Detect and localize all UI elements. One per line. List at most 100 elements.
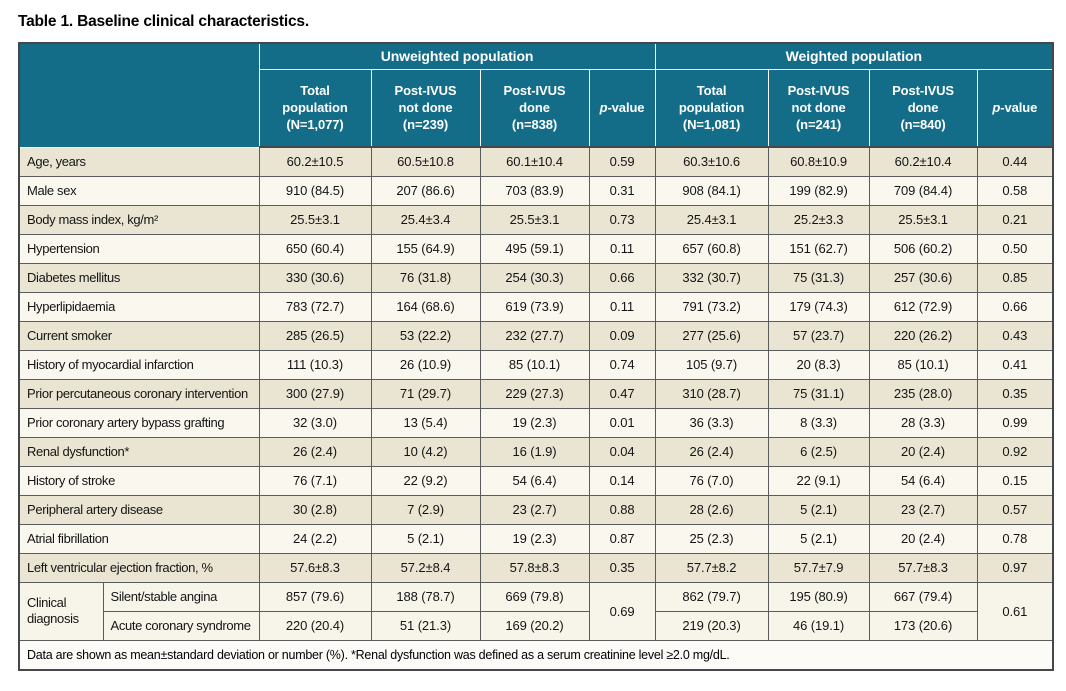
cell-value: 0.15 <box>976 465 1054 496</box>
cell-value: 0.44 <box>976 146 1054 177</box>
table-header: Unweighted population Weighted populatio… <box>18 42 1054 148</box>
corner-cell <box>18 42 260 148</box>
cell-value: 22 (9.1) <box>767 465 870 496</box>
cell-value: 164 (68.6) <box>370 291 481 322</box>
cell-value: 25.2±3.3 <box>767 204 870 235</box>
cell-value: 669 (79.8) <box>479 581 590 612</box>
cell-value: 235 (28.0) <box>868 378 978 409</box>
cell-value: 199 (82.9) <box>767 175 870 206</box>
cell-value: 300 (27.9) <box>258 378 372 409</box>
cell-value: 28 (3.3) <box>868 407 978 438</box>
cell-value: 57.7±8.3 <box>868 552 978 583</box>
cell-value: 76 (31.8) <box>370 262 481 293</box>
row-label: Renal dysfunction* <box>18 436 260 467</box>
cell-value: 229 (27.3) <box>479 378 590 409</box>
cell-value: 60.2±10.4 <box>868 146 978 177</box>
col-header-weighted-pvalue: p-value <box>976 68 1054 148</box>
row-label: Left ventricular ejection fraction, % <box>18 552 260 583</box>
cell-value: 6 (2.5) <box>767 436 870 467</box>
table-title: Table 1. Baseline clinical characteristi… <box>18 13 309 30</box>
cell-value: 0.57 <box>976 494 1054 525</box>
table-row: Acute coronary syndrome 220 (20.4) 51 (21.… <box>19 610 1053 641</box>
cell-value: 179 (74.3) <box>767 291 870 322</box>
row-label: Prior percutaneous coronary intervention <box>18 378 260 409</box>
cell-value: 5 (2.1) <box>767 494 870 525</box>
row-label: Atrial fibrillation <box>18 523 260 554</box>
cell-value: 862 (79.7) <box>654 581 769 612</box>
cell-value: 25.5±3.1 <box>868 204 978 235</box>
cell-value: 111 (10.3) <box>258 349 372 380</box>
cell-value: 0.74 <box>588 349 656 380</box>
cell-value: 7 (2.9) <box>370 494 481 525</box>
col-header-unweighted-pvalue: p-value <box>588 68 656 148</box>
cell-value: 46 (19.1) <box>767 610 870 641</box>
cell-value: 60.2±10.5 <box>258 146 372 177</box>
cell-value: 60.1±10.4 <box>479 146 590 177</box>
cell-value: 332 (30.7) <box>654 262 769 293</box>
p-rest: -value <box>607 100 645 116</box>
cell-value: 57.7±8.2 <box>654 552 769 583</box>
col-header-unweighted-done: Post-IVUS done (n=838) <box>479 68 590 148</box>
table-row: Prior percutaneous coronary intervention… <box>18 378 1054 409</box>
cell-value: 0.41 <box>976 349 1054 380</box>
table-row: Current smoker 285 (26.5) 53 (22.2) 232 (27… <box>18 320 1054 351</box>
row-label: Silent/stable angina <box>102 581 260 612</box>
cell-value: 75 (31.1) <box>767 378 870 409</box>
cell-value: 26 (10.9) <box>370 349 481 380</box>
cell-value: 285 (26.5) <box>258 320 372 351</box>
table-row: Hypertension 650 (60.4) 155 (64.9) 495 (59.… <box>18 233 1054 264</box>
table-row: Male sex 910 (84.5) 207 (86.6) 703 (83.9) 0.… <box>18 175 1054 206</box>
weighted-group-header: Weighted population <box>654 42 1054 70</box>
cell-value: 619 (73.9) <box>479 291 590 322</box>
cell-value: 0.97 <box>976 552 1054 583</box>
cell-value: 13 (5.4) <box>370 407 481 438</box>
table-row: Clinical diagnosis Silent/stable angina 85… <box>18 581 1054 641</box>
cell-value: 57.7±7.9 <box>767 552 870 583</box>
cell-value: 25.4±3.1 <box>654 204 769 235</box>
row-label: History of stroke <box>18 465 260 496</box>
cell-value: 0.31 <box>588 175 656 206</box>
cell-value: 195 (80.9) <box>767 581 870 612</box>
cell-value: 207 (86.6) <box>370 175 481 206</box>
p-italic: p <box>599 100 608 116</box>
cell-value: 24 (2.2) <box>258 523 372 554</box>
baseline-characteristics-table: Unweighted population Weighted populatio… <box>18 42 1055 671</box>
table-row: History of stroke 76 (7.1) 22 (9.2) 54 (6.4… <box>18 465 1054 496</box>
cell-value: 25.5±3.1 <box>258 204 372 235</box>
table-row: Prior coronary artery bypass grafting 32 … <box>18 407 1054 438</box>
cell-value: 20 (8.3) <box>767 349 870 380</box>
cell-value: 0.43 <box>976 320 1054 351</box>
cell-value: 232 (27.7) <box>479 320 590 351</box>
cell-value: 8 (3.3) <box>767 407 870 438</box>
cell-value: 57.6±8.3 <box>258 552 372 583</box>
table-row: Left ventricular ejection fraction, % 57.… <box>18 552 1054 583</box>
table-footnote: Data are shown as mean±standard deviatio… <box>18 639 1054 671</box>
cell-value: 0.11 <box>588 233 656 264</box>
footnote-row: Data are shown as mean±standard deviatio… <box>18 639 1054 671</box>
cell-value: 0.14 <box>588 465 656 496</box>
cell-value: 54 (6.4) <box>868 465 978 496</box>
row-label: Peripheral artery disease <box>18 494 260 525</box>
table-footer: Data are shown as mean±standard deviatio… <box>18 639 1054 671</box>
cell-value: 0.85 <box>976 262 1054 293</box>
cell-value: 0.69 <box>588 581 656 641</box>
cell-value: 53 (22.2) <box>370 320 481 351</box>
cell-value: 57.8±8.3 <box>479 552 590 583</box>
cell-value: 0.21 <box>976 204 1054 235</box>
cell-value: 0.99 <box>976 407 1054 438</box>
cell-value: 0.11 <box>588 291 656 322</box>
row-label: Age, years <box>18 146 260 177</box>
cell-value: 667 (79.4) <box>868 581 978 612</box>
cell-value: 506 (60.2) <box>868 233 978 264</box>
cell-value: 20 (2.4) <box>868 523 978 554</box>
cell-value: 0.87 <box>588 523 656 554</box>
cell-value: 85 (10.1) <box>479 349 590 380</box>
cell-value: 169 (20.2) <box>479 610 590 641</box>
cell-value: 85 (10.1) <box>868 349 978 380</box>
cell-value: 220 (26.2) <box>868 320 978 351</box>
cell-value: 0.35 <box>588 552 656 583</box>
cell-value: 257 (30.6) <box>868 262 978 293</box>
col-header-unweighted-total: Total population (N=1,077) <box>258 68 372 148</box>
page: Table 1. Baseline clinical characteristi… <box>18 13 1055 671</box>
row-label: Body mass index, kg/m² <box>18 204 260 235</box>
